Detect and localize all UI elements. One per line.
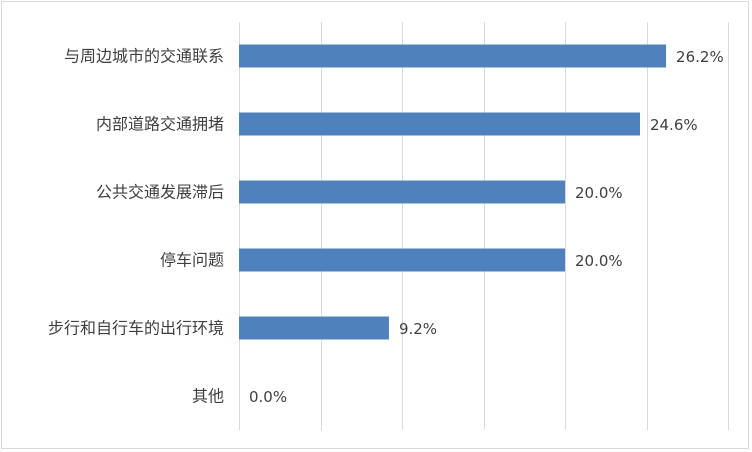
value-label: 26.2%: [676, 48, 724, 66]
value-label: 9.2%: [399, 320, 437, 338]
category-label: 内部道路交通拥堵: [96, 115, 224, 134]
category-label: 步行和自行车的出行环境: [48, 319, 224, 338]
gridlines: [239, 22, 729, 430]
value-label: 20.0%: [575, 252, 623, 270]
category-label: 公共交通发展滞后: [96, 183, 224, 202]
category-label: 其他: [192, 387, 224, 406]
bar: [239, 44, 667, 68]
category-label: 与周边城市的交通联系: [64, 47, 224, 66]
value-label: 0.0%: [249, 388, 287, 406]
bar: [239, 112, 640, 136]
category-label: 停车问题: [160, 251, 224, 270]
category-labels: 与周边城市的交通联系内部道路交通拥堵公共交通发展滞后停车问题步行和自行车的出行环…: [48, 47, 224, 406]
bar-series: [239, 44, 667, 340]
bar: [239, 180, 565, 204]
value-label: 24.6%: [650, 116, 698, 134]
value-labels: 26.2% 24.6% 20.0% 20.0% 9.2% 0.0%: [249, 48, 724, 406]
bar: [239, 316, 389, 340]
bar: [239, 248, 565, 272]
value-label: 20.0%: [575, 184, 623, 202]
